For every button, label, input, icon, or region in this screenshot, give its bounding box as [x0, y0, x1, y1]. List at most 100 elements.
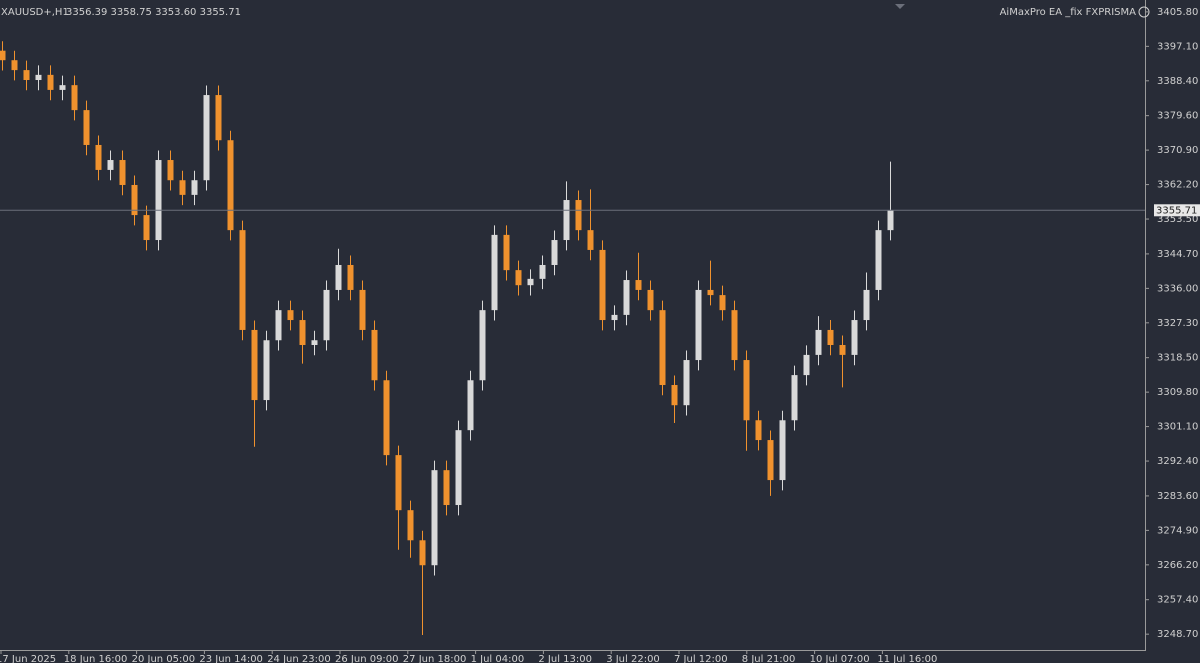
candle-body: [311, 340, 318, 346]
y-tick-label: 3283.60: [1157, 491, 1198, 502]
candle-body: [515, 270, 522, 286]
y-tick-label: 3266.20: [1157, 560, 1198, 571]
candle-body: [455, 430, 462, 506]
y-tick-label: 3405.80: [1157, 7, 1198, 18]
candle-body: [131, 184, 138, 216]
candle-body: [443, 470, 450, 506]
candle-body: [323, 289, 330, 341]
candle-body: [59, 85, 66, 90]
y-tick-label: 3362.20: [1157, 180, 1198, 191]
y-tick-label: 3344.70: [1157, 249, 1198, 260]
candle-body: [239, 230, 246, 330]
candle-body: [815, 329, 822, 355]
y-tick-label: 3257.40: [1157, 595, 1198, 606]
candle-body: [335, 264, 342, 290]
candle-body: [0, 50, 6, 61]
candle-body: [587, 230, 594, 250]
y-tick-label: 3397.10: [1157, 41, 1198, 52]
candle-body: [263, 340, 270, 401]
candle-body: [863, 289, 870, 321]
candle-body: [299, 320, 306, 346]
y-tick-label: 3274.90: [1157, 525, 1198, 536]
y-tick-label: 3379.60: [1157, 111, 1198, 122]
x-tick-label: 7 Jul 12:00: [674, 654, 728, 663]
candle-body: [683, 360, 690, 406]
x-tick-label: 24 Jun 23:00: [267, 654, 331, 663]
candle-body: [707, 289, 714, 296]
y-tick-label: 3292.40: [1157, 456, 1198, 467]
x-tick-label: 10 Jul 07:00: [810, 654, 870, 663]
y-tick-label: 3353.50: [1157, 214, 1198, 225]
candle-body: [755, 420, 762, 441]
x-tick-label: 1 Jul 04:00: [471, 654, 525, 663]
candle-body: [731, 310, 738, 361]
candle-body: [419, 540, 426, 566]
scroll-marker: [895, 4, 905, 9]
candle-body: [599, 249, 606, 321]
candle-body: [467, 380, 474, 431]
candle-body: [275, 310, 282, 341]
candle-body: [155, 160, 162, 241]
x-tick-label: 26 Jun 09:00: [335, 654, 399, 663]
candle-body: [659, 310, 666, 386]
candle-body: [143, 215, 150, 241]
candle-body: [71, 85, 78, 111]
candle-body: [647, 289, 654, 311]
candle-body: [347, 264, 354, 290]
header-prices: 3356.39 3358.75 3353.60 3355.71: [66, 7, 241, 18]
price-box: [1154, 204, 1200, 217]
candle-body: [575, 200, 582, 231]
candle-body: [875, 230, 882, 290]
candle-body: [371, 329, 378, 381]
candle-body: [803, 354, 810, 376]
candle-body: [11, 60, 18, 71]
y-tick-label: 3301.10: [1157, 422, 1198, 433]
candle-body: [623, 280, 630, 315]
x-tick-label: 3 Jul 22:00: [606, 654, 660, 663]
candle-body: [47, 74, 54, 90]
candle-body: [827, 329, 834, 346]
candle-body: [395, 455, 402, 511]
candle-body: [551, 240, 558, 265]
price-label: 3355.71: [1156, 205, 1197, 216]
candle-body: [563, 200, 570, 241]
x-tick-label: 23 Jun 14:00: [199, 654, 263, 663]
candle-body: [35, 74, 42, 81]
y-tick-label: 3336.00: [1157, 283, 1198, 294]
candle-body: [791, 375, 798, 421]
x-tick-label: 11 Jul 16:00: [877, 654, 937, 663]
candle-body: [251, 329, 258, 401]
candle-body: [95, 144, 102, 170]
candle-body: [839, 345, 846, 355]
candle-body: [527, 278, 534, 286]
candle-body: [491, 234, 498, 311]
candle-body: [743, 360, 750, 421]
symbol: XAUUSD+,H1: [1, 7, 69, 18]
y-tick-label: 3327.30: [1157, 318, 1198, 329]
x-tick-label: 17 Jun 2025: [0, 654, 56, 663]
candle-body: [779, 420, 786, 481]
candle-body: [227, 140, 234, 231]
candle-body: [407, 510, 414, 541]
candle-body: [503, 234, 510, 271]
candle-body: [23, 70, 30, 81]
candle-body: [179, 180, 186, 195]
candle-body: [887, 210, 894, 231]
candle-body: [287, 310, 294, 321]
candle-body: [203, 95, 210, 181]
y-tick-label: 3309.80: [1157, 387, 1198, 398]
x-tick-label: 2 Jul 13:00: [538, 654, 592, 663]
candle-body: [359, 289, 366, 330]
candle-body: [635, 280, 642, 290]
y-tick-label: 3248.70: [1157, 629, 1198, 640]
candle-body: [611, 314, 618, 321]
x-tick-label: 8 Jul 21:00: [742, 654, 796, 663]
candle-body: [695, 289, 702, 361]
x-tick-label: 27 Jun 18:00: [403, 654, 467, 663]
candle-body: [539, 264, 546, 279]
candle-body: [851, 320, 858, 355]
x-tick-label: 20 Jun 05:00: [132, 654, 196, 663]
candle-body: [119, 160, 126, 185]
